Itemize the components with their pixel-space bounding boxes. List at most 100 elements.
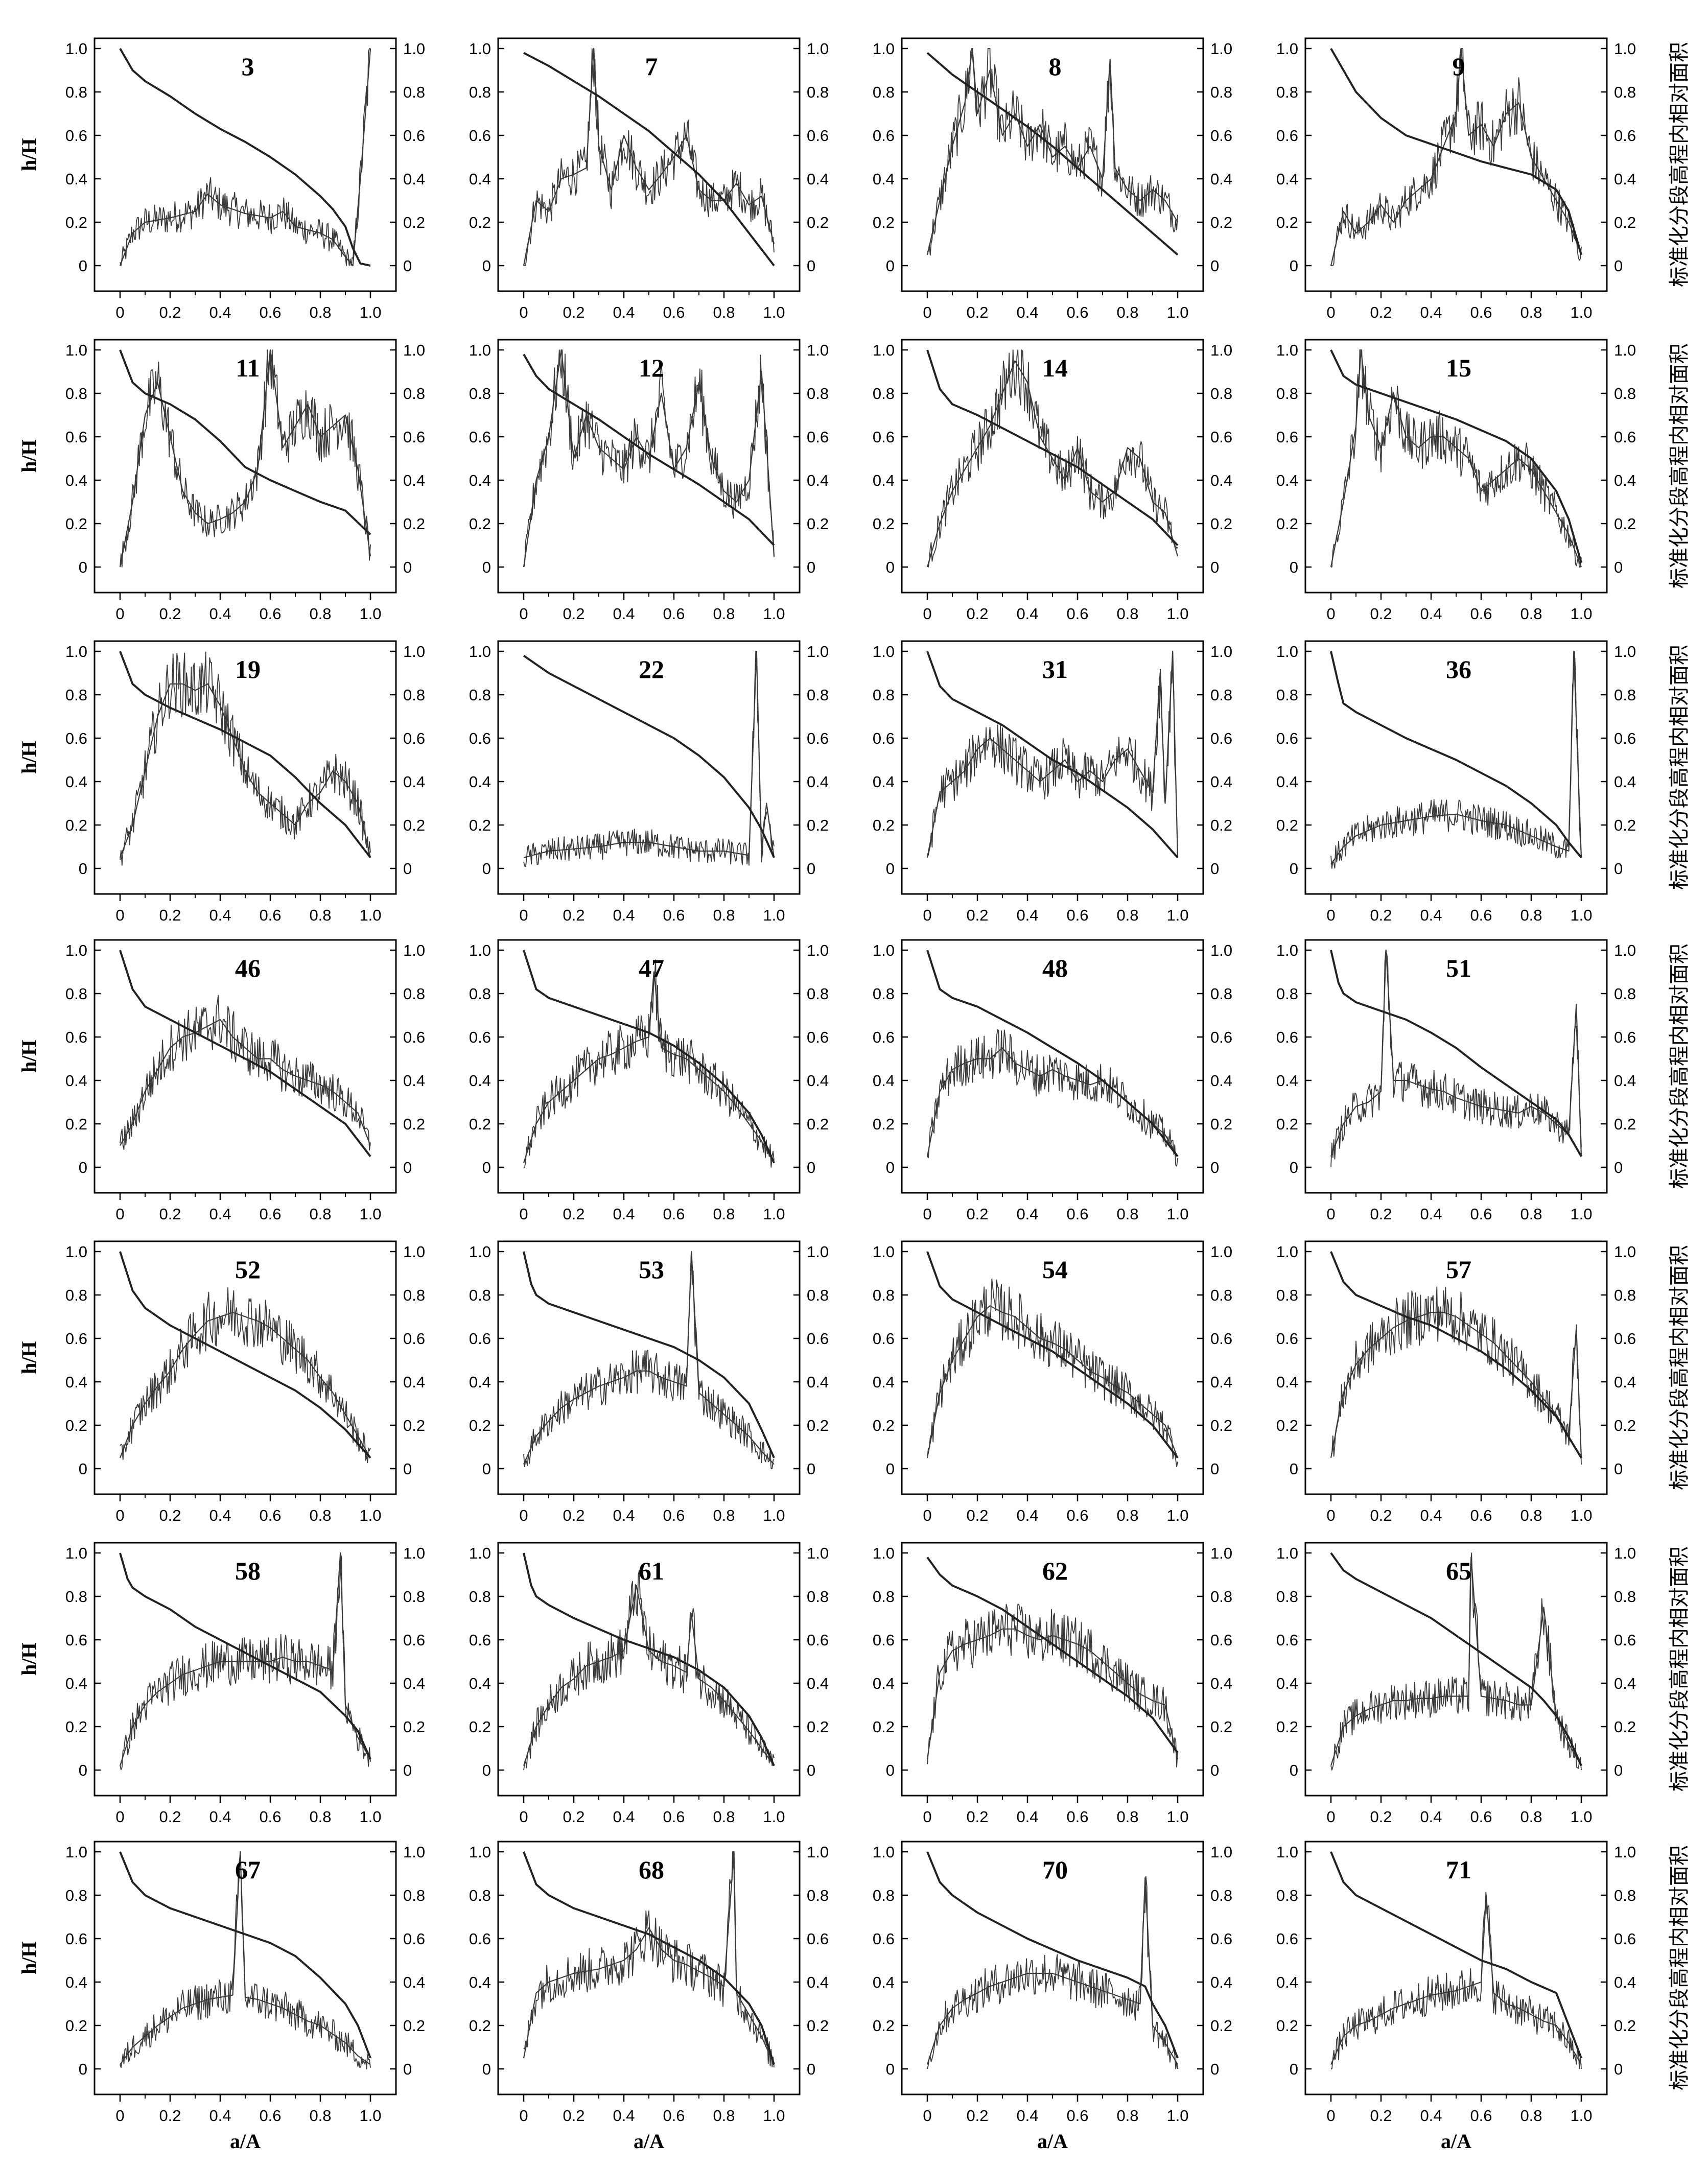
x-tick-label: 0.6: [663, 1808, 685, 1826]
x-tick-label: 1.0: [359, 303, 381, 321]
chart-panel-14: 0 0 0.2 0.2 0.4 0.4 0.6 0.6 0.8 0.8 1.0 1.0 0 0.2 0.4 0…: [873, 339, 1232, 623]
chart-panel-8: 0 0 0.2 0.2 0.4 0.4 0.6 0.6 0.8 0.8 1.0 1.0 0 0.2 0.4 0…: [873, 37, 1232, 321]
y-tick-label-right: 0.6: [403, 729, 425, 747]
hypsometric-curve-line: [926, 1557, 1179, 1754]
y-tick-label-left: 1.0: [65, 1544, 87, 1562]
y-tick-label-right: 0.6: [1210, 1028, 1232, 1046]
x-tick-label: 0.4: [1420, 605, 1442, 623]
y-tick-label-right: 0: [807, 1460, 815, 1478]
panel-label: 48: [1042, 954, 1068, 982]
panel-label: 36: [1446, 655, 1471, 684]
y-tick-label-left: 0.2: [469, 1718, 491, 1736]
x-tick-label: 0.6: [259, 2107, 281, 2125]
relative-area-series-line: [927, 1279, 1178, 1468]
y-tick-label-right: 0.6: [807, 1028, 829, 1046]
x-tick-label: 1.0: [1570, 1506, 1592, 1524]
y-tick-label-right: 0.8: [1210, 1588, 1232, 1606]
x-tick-label: 1.0: [1166, 1506, 1188, 1524]
x-tick-label: 0.6: [1470, 906, 1492, 924]
y-tick-label-right: 0.2: [1210, 1718, 1232, 1736]
x-tick-label: 0.6: [1066, 605, 1088, 623]
x-axis-title: a/A: [230, 2130, 261, 2153]
y-axis-title: h/H: [17, 741, 40, 773]
right-axis-title: 标准化分段高程内相对面积: [1668, 42, 1691, 287]
hypsometric-curve-line: [523, 950, 775, 1164]
y-tick-label-left: 0.2: [65, 816, 87, 834]
x-tick-label: 0.4: [1016, 303, 1038, 321]
y-tick-label-right: 0: [807, 558, 815, 576]
y-tick-label-left: 0: [1290, 860, 1298, 878]
relative-area-series-profile: [119, 1311, 371, 1458]
x-tick-label: 0.8: [309, 906, 331, 924]
y-tick-label-left: 0.6: [1276, 428, 1298, 446]
x-tick-label: 0.4: [1420, 1205, 1442, 1223]
y-tick-label-left: 1.0: [65, 341, 87, 359]
x-tick-label: 0.4: [209, 1205, 231, 1223]
y-tick-label-left: 0.2: [873, 816, 895, 834]
x-tick-label: 0: [923, 2107, 931, 2125]
y-tick-label-right: 0.4: [1614, 1973, 1636, 1991]
y-tick-label-left: 0.8: [873, 1588, 895, 1606]
y-tick-label-left: 1.0: [873, 1843, 895, 1861]
y-tick-label-left: 1.0: [1276, 643, 1298, 661]
panel-label: 3: [242, 52, 254, 81]
x-tick-label: 0.2: [159, 605, 181, 623]
hypsometric-curve-line: [1330, 651, 1582, 859]
x-tick-label: 0.4: [613, 1506, 635, 1524]
x-tick-label: 1.0: [1570, 605, 1592, 623]
y-tick-label-left: 0.6: [873, 1631, 895, 1649]
y-tick-label-left: 0: [886, 1460, 895, 1478]
hypsometric-curve-line: [1330, 1552, 1582, 1766]
y-tick-label-right: 0.2: [807, 1115, 829, 1133]
y-tick-label-left: 0.4: [873, 170, 895, 188]
y-tick-label-right: 0.6: [807, 1631, 829, 1649]
y-tick-label-right: 0: [1210, 1460, 1219, 1478]
x-tick-label: 0.8: [713, 1506, 735, 1524]
y-tick-label-left: 0.6: [873, 729, 895, 747]
x-tick-label: 0.8: [1520, 1808, 1542, 1826]
y-tick-label-right: 0: [403, 2060, 412, 2078]
y-tick-label-right: 0.6: [1614, 1028, 1636, 1046]
y-tick-label-left: 0.8: [873, 385, 895, 403]
y-tick-label-right: 0.8: [403, 1588, 425, 1606]
y-tick-label-left: 0.6: [65, 127, 87, 145]
y-tick-label-right: 1.0: [807, 40, 829, 58]
y-tick-label-right: 0.2: [1210, 515, 1232, 533]
x-tick-label: 0.4: [1016, 1205, 1038, 1223]
y-tick-label-right: 0.8: [1614, 385, 1636, 403]
x-tick-label: 0: [519, 303, 528, 321]
y-tick-label-right: 0.2: [807, 1718, 829, 1736]
panel-label: 7: [645, 52, 658, 81]
y-tick-label-right: 0.4: [403, 773, 425, 791]
y-tick-label-left: 1.0: [1276, 40, 1298, 58]
y-axis-title: h/H: [17, 1642, 40, 1675]
chart-panel-15: 0 0 0.2 0.2 0.4 0.4 0.6 0.6 0.8 0.8 1.0 1.0 0 0.2 0.4 0…: [1276, 339, 1636, 623]
y-tick-label-right: 0: [1210, 1159, 1219, 1176]
x-tick-label: 0.2: [159, 1205, 181, 1223]
y-tick-label-right: 0.2: [1210, 816, 1232, 834]
x-tick-label: 0.2: [563, 2107, 584, 2125]
y-tick-label-left: 0.6: [469, 729, 491, 747]
y-tick-label-left: 0.6: [65, 729, 87, 747]
y-tick-label-right: 1.0: [1210, 40, 1232, 58]
right-axis-title: 标准化分段高程内相对面积: [1668, 944, 1691, 1189]
y-tick-label-left: 0.6: [873, 428, 895, 446]
x-tick-label: 0.6: [1066, 2107, 1088, 2125]
y-tick-label-right: 0: [1614, 257, 1623, 275]
chart-panel-51: 0 0 0.2 0.2 0.4 0.4 0.6 0.6 0.8 0.8 1.0 1.0 0 0.2 0.4 0…: [1276, 939, 1636, 1223]
y-tick-label-right: 1.0: [403, 1243, 425, 1261]
relative-area-series-profile: [926, 1877, 1178, 2065]
y-tick-label-left: 0.2: [65, 1417, 87, 1434]
y-tick-label-left: 0: [79, 1761, 87, 1779]
x-tick-label: 0.8: [713, 2107, 735, 2125]
y-tick-label-left: 0.8: [469, 385, 491, 403]
chart-panel-11: 0 0 0.2 0.2 0.4 0.4 0.6 0.6 0.8 0.8 1.0 1.0 0 0.2 0.4 0…: [17, 339, 425, 623]
relative-area-series-line: [927, 48, 1178, 256]
y-axis-title: h/H: [17, 439, 40, 472]
x-tick-label: 0.4: [209, 1506, 231, 1524]
chart-panel-3: 0 0 0.2 0.2 0.4 0.4 0.6 0.6 0.8 0.8 1.0 1.0 0 0.2 0.4 0…: [17, 37, 425, 321]
x-tick-label: 0: [115, 303, 124, 321]
x-tick-label: 0.4: [209, 303, 231, 321]
x-tick-label: 0: [1326, 1506, 1335, 1524]
y-tick-label-left: 0.2: [873, 515, 895, 533]
